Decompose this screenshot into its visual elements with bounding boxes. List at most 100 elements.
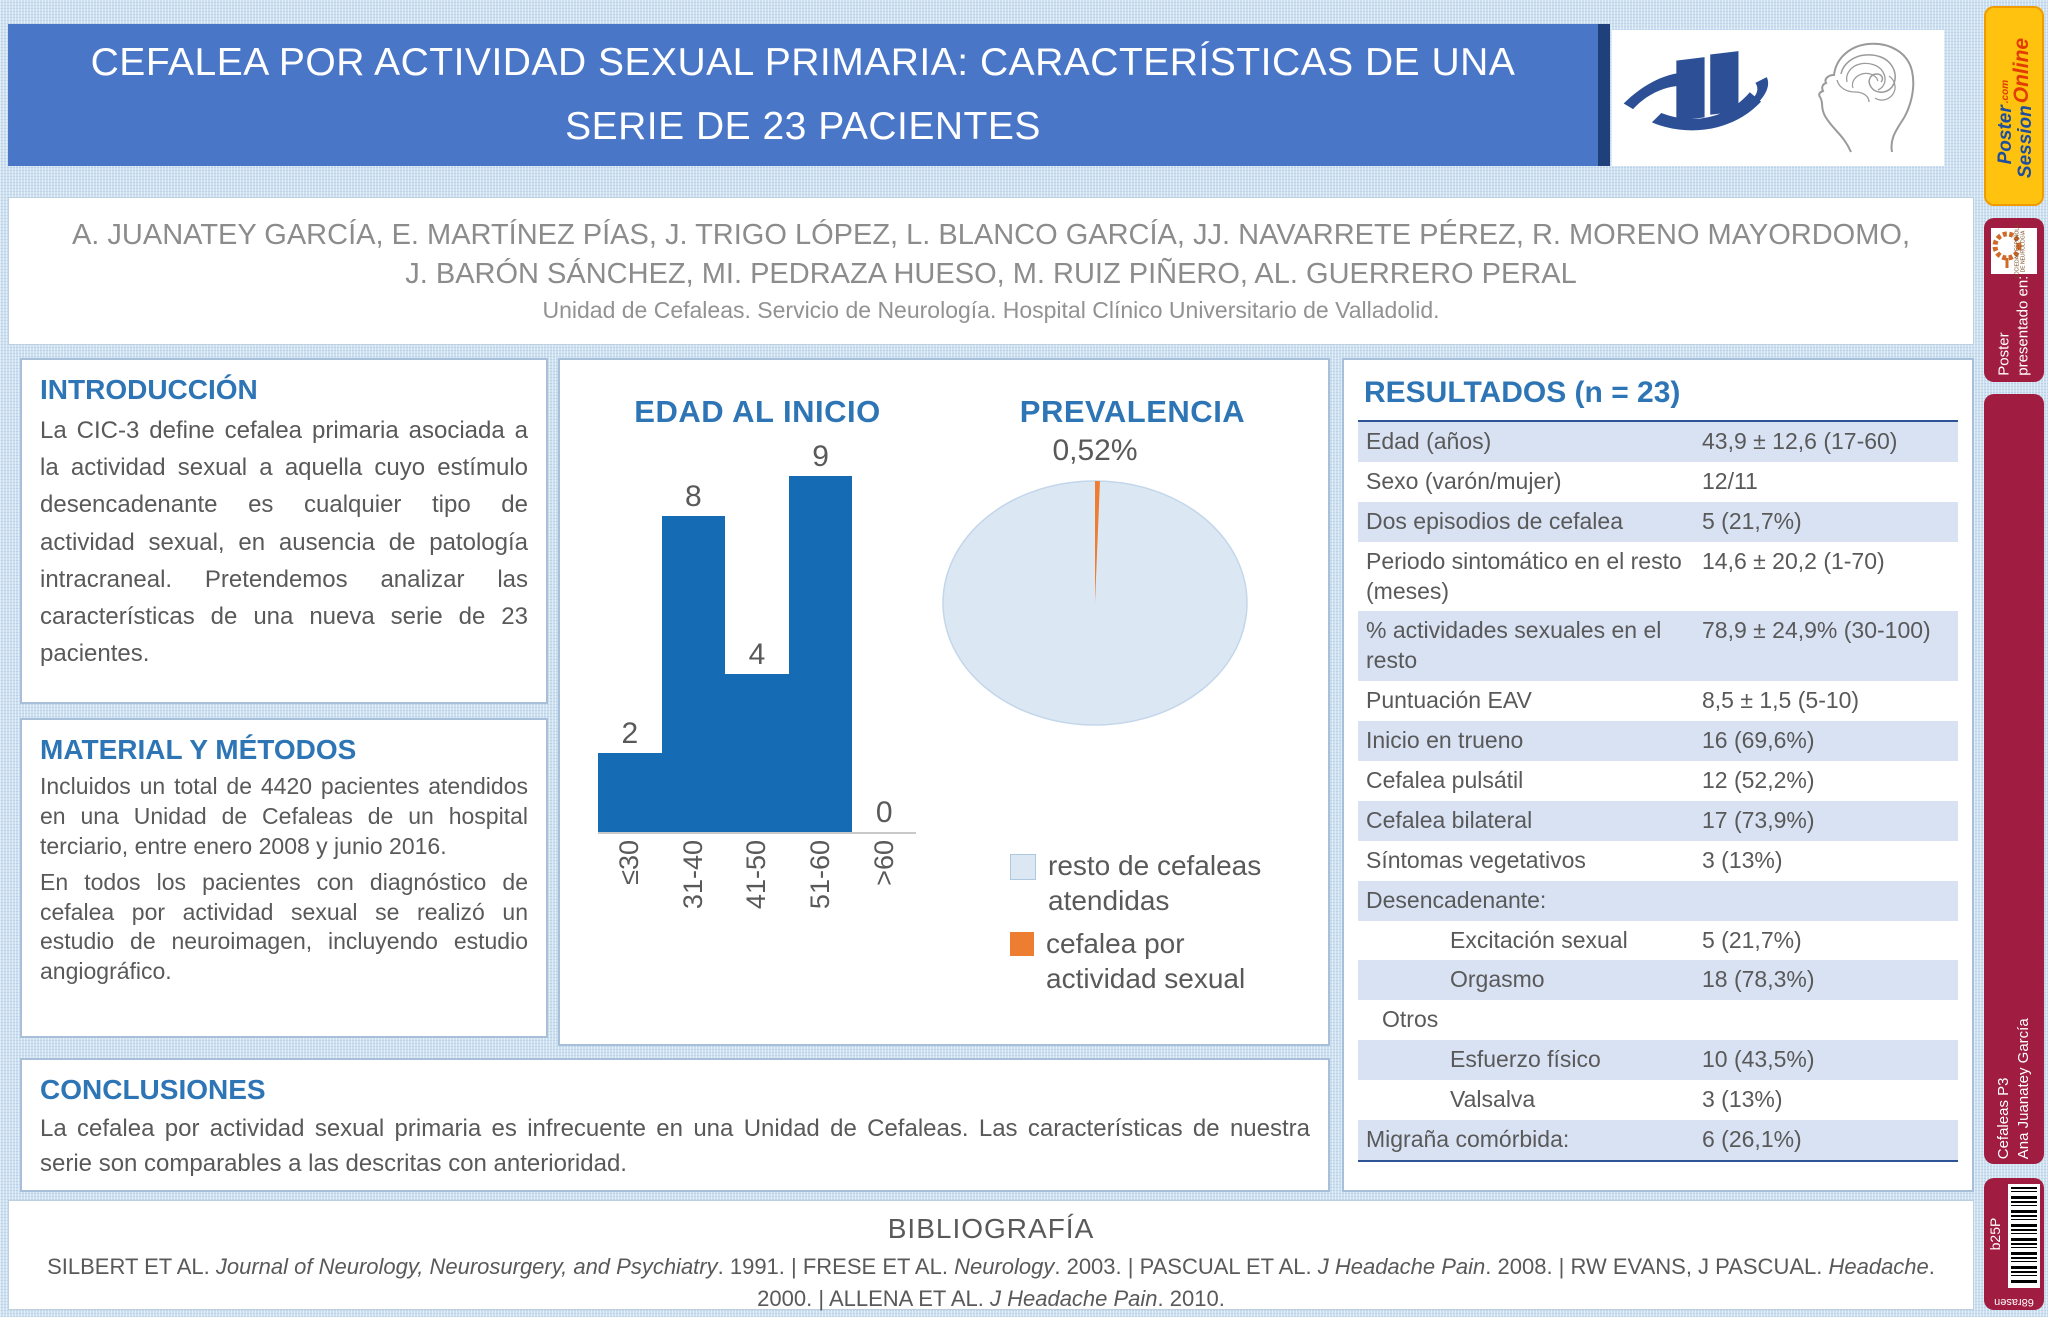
ps-session-text: Session: [2015, 105, 2036, 179]
row-label: Orgasmo: [1450, 966, 1545, 993]
row-value: 18 (78,3%): [1702, 966, 1815, 993]
presented-at-box: SOCIEDAD ESPAÑOLA DE NEUROLOGÍA Poster p…: [1984, 218, 2044, 382]
bar-plot: 2 8 4 9 0: [598, 436, 916, 834]
row-value: [1698, 881, 1958, 921]
bibliography-entry: SILBERT ET AL. Journal of Neurology, Neu…: [47, 1254, 785, 1279]
bibliography-entry: ALLENA ET AL. J Headache Pain. 2010.: [828, 1285, 1225, 1311]
bibliography-entry: FRESE ET AL. Neurology. 2003.: [802, 1254, 1122, 1279]
legend-item: cefalea por actividad sexual: [1010, 926, 1300, 996]
row-value: 16 (69,6%): [1702, 727, 1815, 754]
row-value: [1698, 1000, 1958, 1040]
row-label: Excitación sexual: [1450, 926, 1628, 953]
methods-body2: En todos los pacientes con diagnóstico d…: [40, 868, 528, 985]
bar-slot: 4: [725, 638, 789, 832]
row-label: Sexo (varón/mujer): [1366, 467, 1562, 494]
bibliography-heading: BIBLIOGRAFÍA: [887, 1213, 1095, 1244]
institution-logo-box: [1612, 30, 1944, 166]
row-value: 12/11: [1702, 467, 1758, 494]
poster-title-line1: CEFALEA POR ACTIVIDAD SEXUAL PRIMARIA: C…: [90, 41, 1516, 84]
x-axis-tick: ≤30: [598, 840, 662, 962]
table-row: Desencadenante:: [1358, 880, 1958, 921]
ps-poster-text: Poster: [1995, 105, 2017, 165]
table-row: Otros: [1358, 1000, 1958, 1040]
results-table: Edad (años) 43,9 ± 12,6 (17-60) Sexo (varó…: [1358, 420, 1958, 1162]
pie-legend: resto de cefaleas atendidas cefalea por a…: [1010, 848, 1300, 1004]
bar-chart-title: EDAD AL INICIO: [634, 394, 881, 429]
bar-xlabels: ≤30 31-40 41-50 51-60 >60: [598, 840, 916, 962]
sen-brain-logo: SOCIEDAD ESPAÑOLA DE NEUROLOGÍA: [1991, 224, 2037, 279]
authors-line2: J. BARÓN SÁNCHEZ, MI. PEDRAZA HUESO, M. …: [405, 257, 1577, 290]
pie-chart: [942, 480, 1248, 726]
x-axis-label: 51-60: [805, 840, 836, 910]
row-value: 3 (13%): [1702, 846, 1783, 873]
row-label: Síntomas vegetativos: [1366, 846, 1586, 873]
row-value: 8,5 ± 1,5 (5-10): [1702, 687, 1860, 714]
table-row: Migraña comórbida: 6 (26,1%): [1358, 1120, 1958, 1160]
affiliation: Unidad de Cefaleas. Servicio de Neurolog…: [542, 296, 1440, 323]
presenter-name: Ana Juanatey García: [2015, 1018, 2032, 1160]
row-value: 14,6 ± 20,2 (1-70): [1702, 547, 1885, 574]
row-label: Periodo sintomático en el resto (meses): [1366, 547, 1682, 604]
prevalence-pie-chart: PREVALENCIA 0,52% resto de cefaleas aten…: [940, 370, 1325, 1035]
presented-at-text: Poster presentado en:: [1995, 275, 2031, 376]
legend-swatch: [1010, 854, 1036, 880]
authors-band: A. JUANATEY GARCÍA, E. MARTÍNEZ PÍAS, J.…: [8, 197, 1974, 345]
biblio-entries: SILBERT ET AL. Journal of Neurology, Neu…: [47, 1254, 1935, 1311]
results-heading: RESULTADOS (n = 23): [1364, 376, 1681, 409]
legend-label: cefalea por actividad sexual: [1046, 928, 1246, 994]
bibliography-band: BIBLIOGRAFÍA SILBERT ET AL. Journal of N…: [8, 1200, 1974, 1311]
methods-body1: Incluidos un total de 4420 pacientes ate…: [40, 773, 528, 859]
bar-slot: 8: [661, 480, 726, 832]
bar: [725, 674, 789, 832]
postersessiononline-logo: Poster Session .com Online: [1989, 18, 2043, 198]
legend-label: resto de cefaleas atendidas: [1048, 850, 1262, 916]
x-axis-label: 41-50: [741, 840, 772, 910]
bar-value-label: 9: [812, 440, 829, 473]
bar-value-label: 2: [621, 717, 639, 750]
row-value: 43,9 ± 12,6 (17-60): [1702, 428, 1898, 454]
age-bar-chart: EDAD AL INICIO 2 8 4 9 0 ≤30 31-40 41-50 51-60 >…: [570, 370, 945, 1035]
conclusions-heading: CONCLUSIONES: [40, 1074, 266, 1105]
x-axis-tick: 41-50: [725, 840, 789, 962]
table-row: Dos episodios de cefalea 5 (21,7%): [1358, 501, 1958, 542]
poster-code: b25P: [1987, 1217, 2003, 1251]
table-row: Cefalea bilateral 17 (73,9%): [1358, 800, 1958, 841]
legend-item: resto de cefaleas atendidas: [1010, 848, 1300, 918]
authors-line1: A. JUANATEY GARCÍA, E. MARTÍNEZ PÍAS, J.…: [71, 218, 1911, 251]
methods-panel: MATERIAL Y MÉTODOS Incluidos un total de…: [20, 718, 548, 1038]
pie-case-slice: [1095, 481, 1100, 603]
bar-slot: 0: [852, 796, 916, 832]
session-info-box: Cefaleas P3 Ana Juanatey García: [1984, 394, 2044, 1164]
table-row: Sexo (varón/mujer) 12/11: [1358, 462, 1958, 502]
bar: [788, 476, 853, 832]
barcode-number: 68rasen: [1994, 1296, 2034, 1308]
table-row: Síntomas vegetativos 3 (13%): [1358, 841, 1958, 881]
row-label: Dos episodios de cefalea: [1366, 507, 1623, 534]
legend-swatch: [1010, 932, 1034, 956]
row-label: Edad (años): [1366, 428, 1492, 454]
table-row: % actividades sexuales en el resto 78,9 ±…: [1358, 611, 1958, 682]
bar-value-label: 4: [748, 638, 766, 671]
introduction-body: La CIC-3 define cefalea primaria asociad…: [40, 417, 528, 668]
x-axis-label: 31-40: [677, 840, 708, 910]
poster-title-bar: CEFALEA POR ACTIVIDAD SEXUAL PRIMARIA: C…: [8, 24, 1598, 166]
barcode-box: b25P 68rasen: [1984, 1178, 2044, 1310]
x-axis-label: ≤30: [614, 840, 645, 885]
table-row: Edad (años) 43,9 ± 12,6 (17-60): [1358, 422, 1958, 462]
introduction-heading: INTRODUCCIÓN: [40, 374, 258, 405]
row-value: 78,9 ± 24,9% (30-100): [1702, 617, 1931, 644]
row-value: 17 (73,9%): [1702, 806, 1815, 833]
session-label: Cefaleas P3: [1994, 1077, 2012, 1160]
pie-data-label: 0,52%: [1052, 434, 1138, 467]
bar-slot: 9: [788, 440, 853, 832]
row-label: Cefalea bilateral: [1366, 806, 1533, 833]
table-row: Excitación sexual 5 (21,7%): [1358, 921, 1958, 961]
row-label: Desencadenante:: [1366, 886, 1547, 913]
results-panel: RESULTADOS (n = 23) Edad (años) 43,9 ± 12…: [1342, 358, 1974, 1192]
row-label: Esfuerzo físico: [1450, 1046, 1601, 1073]
row-value: 5 (21,7%): [1702, 507, 1802, 534]
postersessiononline-banner: Poster Session .com Online: [1984, 6, 2044, 206]
bar: [661, 516, 726, 832]
row-label: % actividades sexuales en el resto: [1366, 617, 1662, 674]
bibliography-entry: PASCUAL ET AL. J Headache Pain. 2008.: [1139, 1254, 1553, 1279]
